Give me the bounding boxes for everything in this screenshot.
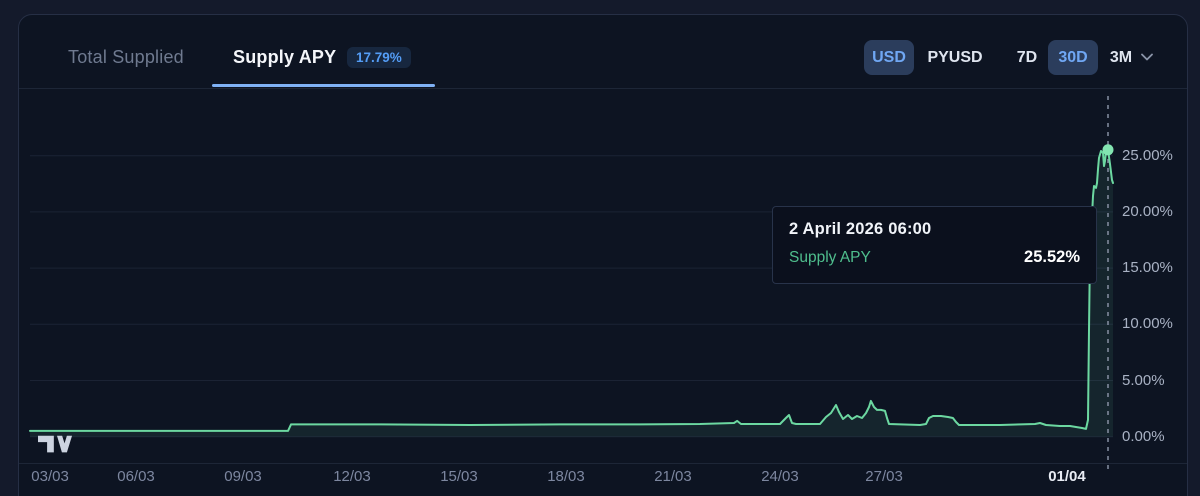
currency-usd-button[interactable]: USD [864, 40, 914, 75]
x-tick-label: 12/03 [333, 468, 371, 485]
y-tick-label: 25.00% [1122, 146, 1173, 164]
x-tick-label: 03/03 [31, 468, 69, 485]
x-tick-label: 15/03 [440, 468, 478, 485]
tradingview-logo[interactable] [38, 434, 76, 455]
x-tick-label: 21/03 [654, 468, 692, 485]
x-tick-label: 01/04 [1048, 468, 1086, 485]
chevron-down-icon[interactable] [1141, 53, 1153, 61]
range-3m-button[interactable]: 3M [1104, 40, 1138, 75]
tab-total-supplied[interactable]: Total Supplied [68, 47, 184, 67]
y-tick-label: 5.00% [1122, 371, 1165, 389]
x-tick-label: 09/03 [224, 468, 262, 485]
y-tick-label: 0.00% [1122, 427, 1165, 445]
tooltip-value: 25.52% [1024, 248, 1080, 266]
apy-line-chart[interactable] [29, 96, 1114, 470]
tooltip-datetime: 2 April 2026 06:00 [789, 220, 932, 238]
x-tick-label: 06/03 [117, 468, 155, 485]
range-7d-button[interactable]: 7D [1010, 40, 1044, 75]
y-tick-label: 20.00% [1122, 202, 1173, 220]
x-tick-label: 24/03 [761, 468, 799, 485]
tab-supply-apy[interactable]: Supply APY [233, 47, 337, 67]
currency-pyusd-button[interactable]: PYUSD [922, 40, 988, 75]
tooltip-series-label: Supply APY [789, 249, 871, 266]
range-30d-button[interactable]: 30D [1048, 40, 1098, 75]
time-axis-separator [19, 463, 1187, 464]
chart-tooltip: 2 April 2026 06:00 Supply APY 25.52% [772, 206, 1097, 284]
y-tick-label: 10.00% [1122, 315, 1173, 333]
series-area-fill [30, 149, 1113, 437]
x-tick-label: 27/03 [865, 468, 903, 485]
header-divider [19, 88, 1187, 89]
last-point-marker[interactable] [1102, 144, 1114, 156]
x-tick-label: 18/03 [547, 468, 585, 485]
supply-apy-line [29, 148, 1114, 432]
active-tab-underline [212, 84, 435, 87]
apy-badge: 17.79% [347, 47, 411, 68]
y-tick-label: 15.00% [1122, 259, 1173, 277]
